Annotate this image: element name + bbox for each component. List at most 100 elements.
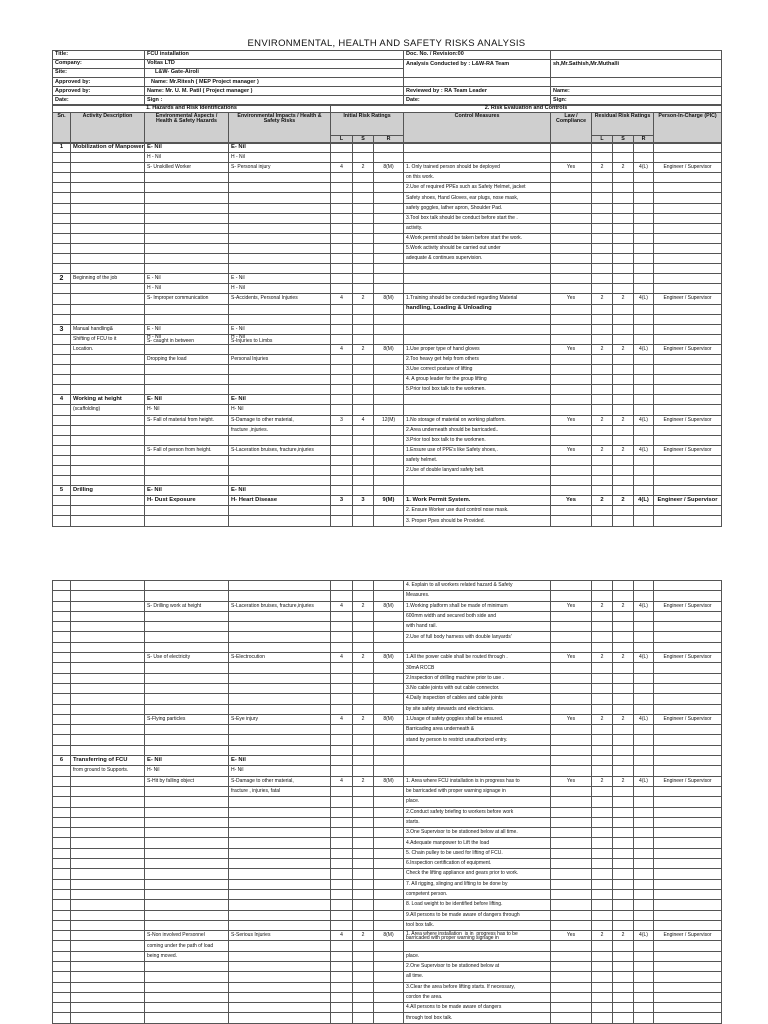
cell-person-in-charge	[653, 693, 722, 705]
cell-initial-s	[352, 202, 374, 214]
cell-initial-l	[330, 313, 353, 325]
cell-control-measure: handling, Loading & Unloading	[403, 303, 551, 315]
cell-person-in-charge: Engineer / Supervisor	[653, 343, 722, 355]
cell-residual-r	[633, 950, 654, 962]
cell-initial-l	[330, 827, 353, 839]
cell-impact: H- Nil	[228, 404, 331, 416]
cell-person-in-charge	[653, 641, 722, 654]
cell-residual-r: 4(L)	[633, 713, 654, 726]
cell-sn	[52, 981, 71, 993]
cell-residual-s	[612, 641, 634, 654]
cell-residual-l	[591, 755, 613, 767]
cell-control-measure: 2.Use of required PPEs such as Safety He…	[403, 182, 551, 194]
cell-residual-s	[612, 353, 634, 366]
cell-initial-r	[373, 192, 404, 204]
cell-impact	[228, 816, 331, 829]
cell-impact	[228, 672, 331, 684]
cell-law-compliance	[550, 641, 592, 654]
cell-law-compliance	[550, 899, 592, 911]
cell-impact	[228, 313, 331, 325]
cell-initial-r	[373, 693, 404, 705]
cell-control-measure	[403, 485, 551, 497]
cell-sn	[52, 333, 71, 345]
cell-initial-s	[352, 816, 374, 829]
cell-law-compliance: Yes	[550, 495, 592, 507]
cell-aspect	[144, 785, 229, 798]
cell-person-in-charge	[653, 888, 722, 901]
cell-initial-s	[352, 868, 374, 880]
cell-impact: S-Electrocution	[228, 652, 331, 664]
cell-initial-l	[330, 672, 353, 684]
cell-person-in-charge	[653, 899, 722, 911]
cell-residual-l	[591, 1002, 613, 1014]
cell-law-compliance	[550, 806, 592, 818]
cell-aspect	[144, 222, 229, 234]
cell-person-in-charge: Engineer / Supervisor	[653, 293, 722, 305]
cell-initial-r	[373, 755, 404, 767]
cell-residual-r	[633, 505, 654, 517]
cell-initial-r	[373, 172, 404, 184]
cell-sn: 3	[52, 323, 71, 335]
cell-initial-s	[352, 610, 374, 623]
cell-law-compliance	[550, 950, 592, 962]
cell-aspect: S- Unskilled Worker	[144, 162, 229, 174]
cell-residual-s	[612, 858, 634, 870]
cell-residual-l	[591, 515, 613, 527]
table-row: Dropping the load Personal Injuries 2.Too …	[52, 353, 722, 366]
cell-initial-l	[330, 621, 353, 633]
cell-initial-r	[373, 672, 404, 684]
cell-activity	[70, 172, 145, 184]
cell-initial-s	[352, 394, 374, 406]
cell-impact	[228, 182, 331, 194]
cell-law-compliance	[550, 253, 592, 265]
cell-sn	[52, 162, 71, 174]
cell-impact: S-Laceration bruises, fracture,injuries	[228, 600, 331, 612]
cell-impact: S-Serious Injuries	[228, 930, 331, 942]
cell-initial-r	[373, 475, 404, 487]
table-row: 2.Use of required PPEs such as Safety He…	[52, 182, 722, 194]
cell-residual-s	[612, 283, 634, 295]
cell-initial-r	[373, 454, 404, 467]
cell-person-in-charge	[653, 734, 722, 746]
cell-residual-s	[612, 816, 634, 829]
cell-residual-l	[591, 579, 613, 592]
cell-law-compliance	[550, 464, 592, 477]
table-row: Location. 4 2 8(M) 1.Use proper type of hand…	[52, 343, 722, 355]
cell-initial-r	[373, 303, 404, 315]
cell-activity	[70, 610, 145, 623]
cell-activity	[70, 641, 145, 654]
cell-initial-r	[373, 283, 404, 295]
cell-aspect	[144, 424, 229, 436]
cell-sn	[52, 909, 71, 921]
cell-control-measure: 2.Use of full body harness with double l…	[403, 631, 551, 643]
cell-sn	[52, 816, 71, 829]
cell-person-in-charge	[653, 919, 722, 932]
cell-residual-r	[633, 192, 654, 204]
cell-impact: H- Nil	[228, 765, 331, 777]
cell-initial-r	[373, 641, 404, 654]
cell-residual-r	[633, 641, 654, 654]
cell-law-compliance	[550, 816, 592, 829]
cell-impact	[228, 734, 331, 746]
cell-residual-l	[591, 222, 613, 234]
cell-control-measure: 3. Proper Ppes should be Provided.	[403, 515, 551, 527]
table-row: (scaffolding) H- Nil H- Nil	[52, 404, 722, 416]
cell-person-in-charge	[653, 858, 722, 870]
cell-sn	[52, 858, 71, 870]
cell-aspect	[144, 981, 229, 993]
cell-residual-r	[633, 222, 654, 234]
cell-impact	[228, 172, 331, 184]
cell-residual-l	[591, 693, 613, 705]
cell-initial-s	[352, 744, 374, 757]
cell-initial-r	[373, 384, 404, 396]
cell-initial-r	[373, 364, 404, 376]
cell-initial-l	[330, 919, 353, 932]
cell-initial-l	[330, 806, 353, 818]
table-row: fracture ,injuries. 2.Area underneath sho…	[52, 424, 722, 436]
cell-law-compliance	[550, 590, 592, 602]
cell-person-in-charge	[653, 394, 722, 406]
cell-law-compliance: Yes	[550, 293, 592, 305]
cell-person-in-charge	[653, 384, 722, 396]
cell-initial-l	[330, 434, 353, 446]
cell-initial-r: 9(M)	[373, 495, 404, 507]
